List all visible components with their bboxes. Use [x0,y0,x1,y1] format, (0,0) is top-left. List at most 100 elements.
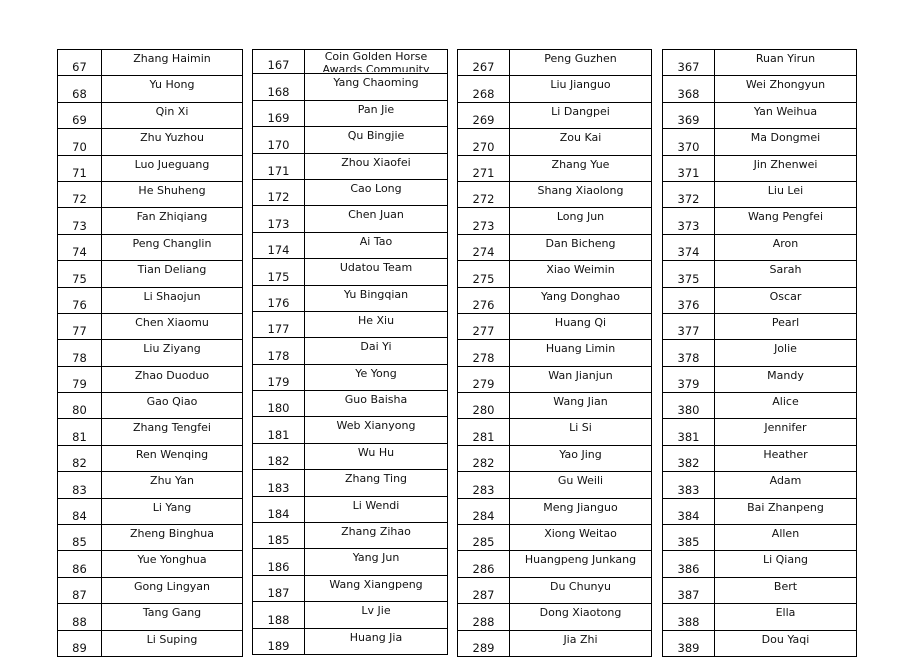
table-row: 277 Huang Qi [457,312,652,341]
row-number: 180 [252,390,305,418]
row-number: 385 [662,524,715,552]
person-name: Dai Yi [304,337,448,365]
row-number: 74 [57,233,102,262]
row-number: 368 [662,75,715,103]
table-row: 68 Yu Hong [57,75,243,103]
row-number: 76 [57,286,102,314]
table-row: 178 Dai Yi [252,337,448,365]
table-row: 283 Gu Weili [457,471,652,499]
person-name: Dong Xiaotong [509,603,652,631]
table-row: 373 Wang Pengfei [662,207,857,235]
person-name: Pan Jie [304,99,448,128]
person-name: Zhang Ting [304,469,448,497]
row-number: 181 [252,416,305,444]
table-row: 383 Adam [662,471,857,499]
row-number: 184 [252,495,305,524]
row-number: 72 [57,180,102,209]
row-number: 286 [457,550,510,578]
row-number: 289 [457,629,510,657]
person-name: Yue Yonghua [101,550,243,578]
row-number: 268 [457,75,510,103]
row-number: 179 [252,363,305,392]
person-name: Yu Bingqian [304,284,448,312]
person-name: Adam [714,471,857,499]
table-row: 80 Gao Qiao [57,392,243,420]
person-name: Yang Donghao [509,286,652,314]
person-name: Heather [714,444,857,473]
table-row: 85 Zheng Binghua [57,524,243,552]
person-name: Xiao Weimin [509,260,652,288]
person-name: Alice [714,392,857,420]
person-name: Gong Lingyan [101,576,243,605]
person-name: Zhang Yue [509,154,652,182]
table-row: 182 Wu Hu [252,442,448,471]
row-number: 271 [457,154,510,182]
person-name: Li Si [509,418,652,446]
table-row: 273 Long Jun [457,207,652,235]
person-name-text: Coin Golden Horse Awards Community [322,50,430,72]
table-row: 89 Li Suping [57,629,243,657]
person-name: Wu Hu [304,442,448,471]
person-name: Zhu Yuzhou [101,128,243,156]
roster-table-3: 267 Peng Guzhen 268 Liu Jianguo 269 Li Dangpe… [457,48,652,657]
table-row: 388 Ella [662,603,857,631]
person-name: Sarah [714,260,857,288]
row-number: 70 [57,128,102,156]
person-name: Zhou Xiaofei [304,152,448,180]
row-number: 183 [252,469,305,497]
person-name: Xiong Weitao [509,524,652,552]
person-name: Tang Gang [101,603,243,631]
person-name: Li Shaojun [101,286,243,314]
person-name: Gu Weili [509,471,652,499]
row-number: 78 [57,339,102,367]
table-row: 176 Yu Bingqian [252,284,448,312]
person-name: Yan Weihua [714,101,857,130]
table-row: 380 Alice [662,392,857,420]
person-name: Li Yang [101,497,243,526]
table-row: 270 Zou Kai [457,128,652,156]
person-name: Peng Changlin [101,233,243,262]
row-number: 379 [662,365,715,394]
table-row: 172 Cao Long [252,178,448,207]
person-name: Long Jun [509,207,652,235]
row-number: 372 [662,180,715,209]
row-number: 176 [252,284,305,312]
table-row: 279 Wan Jianjun [457,365,652,394]
row-number: 187 [252,574,305,603]
person-name: Chen Juan [304,205,448,233]
person-name: Zheng Binghua [101,524,243,552]
person-name: Wei Zhongyun [714,75,857,103]
table-row: 379 Mandy [662,365,857,394]
table-row: 75 Tian Deliang [57,260,243,288]
table-row: 375 Sarah [662,260,857,288]
person-name: Du Chunyu [509,576,652,605]
table-row: 181 Web Xianyong [252,416,448,444]
person-name: Peng Guzhen [509,48,652,77]
person-name: Zhang Zihao [304,522,448,550]
table-row: 275 Xiao Weimin [457,260,652,288]
table-row: 284 Meng Jianguo [457,497,652,526]
row-number: 71 [57,154,102,182]
row-number: 178 [252,337,305,365]
row-number: 68 [57,75,102,103]
person-name: Huang Limin [509,339,652,367]
row-number: 82 [57,444,102,473]
row-number: 84 [57,497,102,526]
row-number: 173 [252,205,305,233]
row-number: 79 [57,365,102,394]
table-row: 78 Liu Ziyang [57,339,243,367]
person-name: Coin Golden Horse Awards Community [304,48,448,75]
person-name: Wan Jianjun [509,365,652,394]
row-number: 367 [662,48,715,77]
table-row: 374 Aron [662,233,857,262]
row-number: 88 [57,603,102,631]
table-row: 69 Qin Xi [57,101,243,130]
row-number: 279 [457,365,510,394]
table-row: 286 Huangpeng Junkang [457,550,652,578]
table-row: 389 Dou Yaqi [662,629,857,657]
row-number: 274 [457,233,510,262]
row-number: 285 [457,524,510,552]
row-number: 86 [57,550,102,578]
row-number: 388 [662,603,715,631]
row-number: 370 [662,128,715,156]
